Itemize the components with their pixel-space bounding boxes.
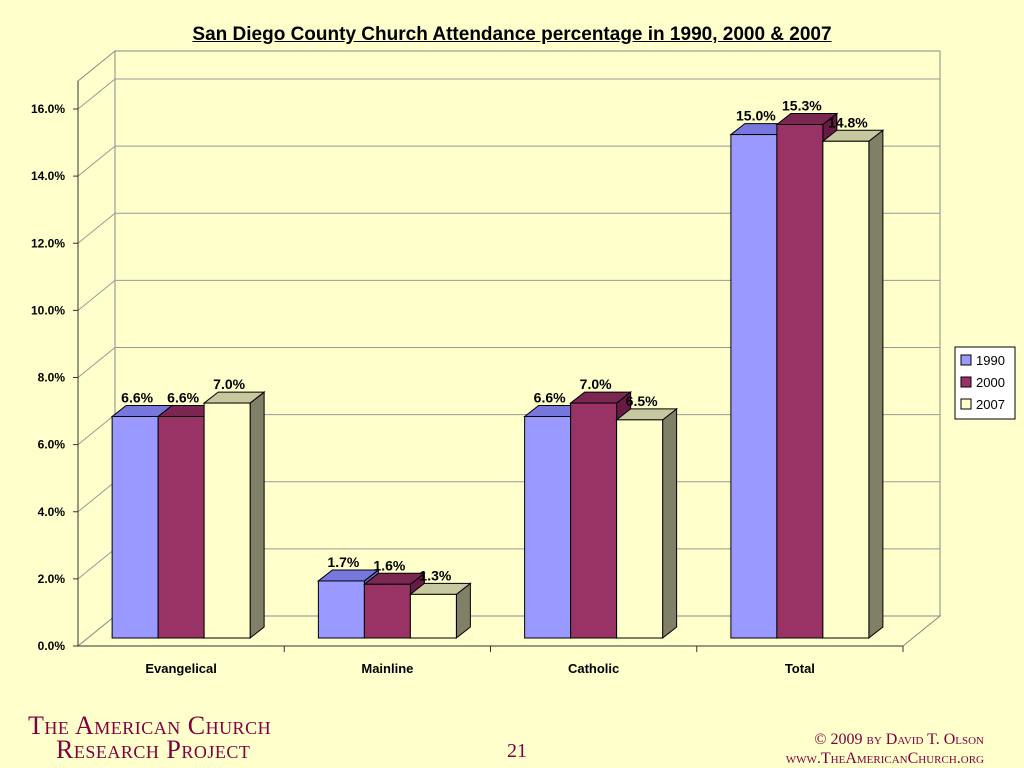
bar-1990: [111, 415, 159, 639]
y-tick-label: 12.0%: [31, 236, 65, 250]
bar-1990: [730, 134, 778, 639]
legend-swatch: [960, 354, 972, 366]
y-tick-label: 4.0%: [38, 505, 66, 519]
bar-2007: [203, 402, 251, 639]
data-label: 6.6%: [534, 389, 566, 405]
bar-1990: [317, 580, 365, 639]
data-label: 14.8%: [828, 114, 868, 130]
organization-name: The American Church Research Project: [28, 711, 272, 764]
bar-2007: [822, 140, 870, 639]
organization-line-2: Research Project: [56, 735, 251, 764]
y-tick-label: 2.0%: [38, 572, 66, 586]
bar-side-2007: [249, 391, 265, 640]
data-label: 7.0%: [580, 376, 612, 392]
legend-label: 1990: [976, 353, 1005, 368]
data-label: 6.5%: [626, 393, 658, 409]
gridline-side: [77, 212, 116, 244]
copyright-block: © 2009 by David T. Olson www.TheAmerican…: [786, 730, 984, 768]
data-label: 15.0%: [736, 108, 776, 124]
copyright-text: © 2009 by David T. Olson: [814, 731, 984, 748]
y-tick-label: 0.0%: [38, 639, 66, 653]
legend-label: 2000: [976, 375, 1005, 390]
gridline-side: [77, 78, 116, 110]
gridline-side: [77, 279, 116, 311]
bar-2007: [409, 593, 457, 639]
bar-1990: [524, 415, 572, 639]
x-tick-label: Catholic: [568, 661, 619, 676]
data-label: 6.6%: [167, 389, 199, 405]
gridline-side: [77, 548, 116, 580]
website-text: www.TheAmericanChurch.org: [785, 750, 984, 767]
gridline-side: [77, 414, 116, 446]
data-label: 15.3%: [782, 97, 822, 113]
page-number: 21: [507, 740, 527, 762]
bar-2000: [570, 402, 618, 639]
x-tick-label: Total: [785, 661, 815, 676]
x-tick-label: Evangelical: [145, 661, 217, 676]
bar-2000: [157, 415, 205, 639]
gridline-side: [77, 347, 116, 378]
y-tick-label: 10.0%: [31, 303, 65, 317]
chart-title: San Diego County Church Attendance perce…: [192, 24, 832, 45]
data-label: 7.0%: [213, 376, 245, 392]
bar-side-2007: [662, 407, 678, 640]
data-label: 6.6%: [121, 389, 153, 405]
data-label: 1.6%: [373, 557, 405, 573]
y-tick-label: 8.0%: [38, 371, 66, 385]
legend-swatch: [960, 398, 972, 410]
x-tick-label: Mainline: [361, 661, 413, 676]
y-tick-label: 16.0%: [31, 102, 65, 116]
bar-2000: [363, 583, 411, 639]
organization-line-1: The American Church: [28, 711, 272, 740]
legend-label: 2007: [976, 397, 1005, 412]
data-label: 1.7%: [327, 554, 359, 570]
y-tick-label: 6.0%: [38, 438, 66, 452]
bar-side-2007: [868, 129, 884, 640]
legend-swatch: [960, 376, 972, 388]
gridline-side: [77, 615, 116, 647]
gridline-side: [77, 145, 116, 177]
bar-2000: [776, 123, 824, 639]
side-wall: [77, 49, 116, 648]
y-tick-label: 14.0%: [31, 169, 65, 183]
bar-2007: [616, 419, 664, 639]
data-label: 1.3%: [419, 567, 451, 583]
gridline-side: [77, 481, 116, 513]
bar-chart: 0.0% 2.0% 4.0% 6.0% 8.0% 10.0% 12.0% 14.0% 16.0%…: [31, 49, 1016, 676]
